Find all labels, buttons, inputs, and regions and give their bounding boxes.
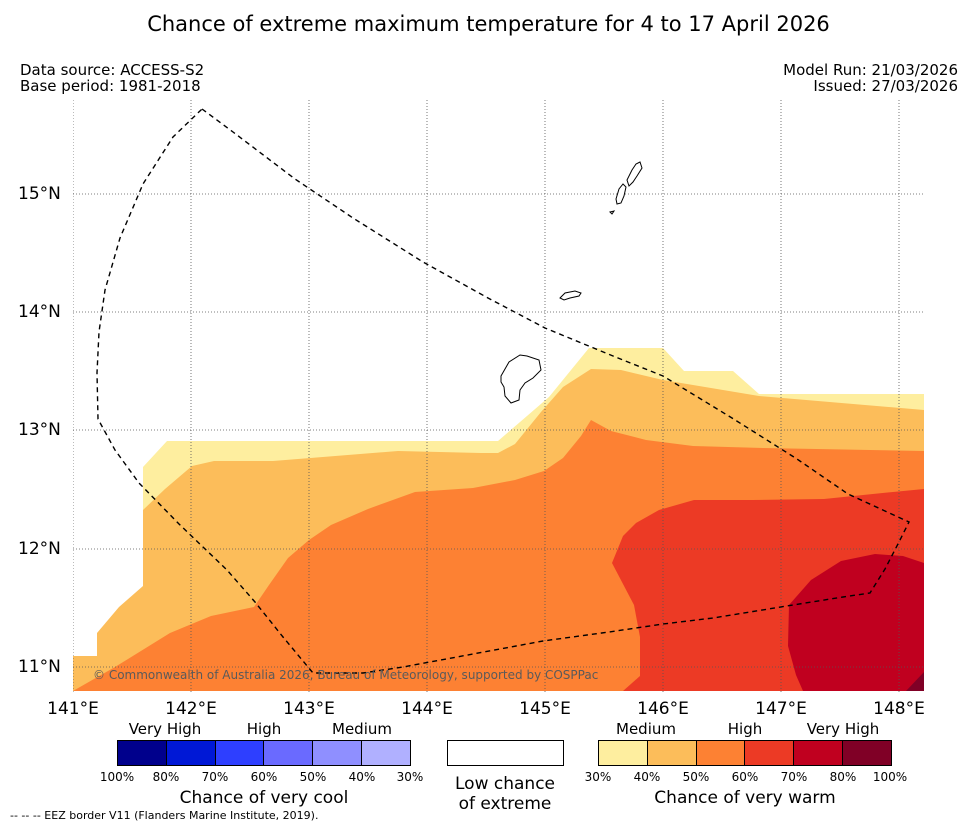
lon-label-144e: 144°E	[401, 699, 453, 719]
metadata-left: Data source: ACCESS-S2 Base period: 1981…	[20, 62, 204, 94]
cool-pct-label: 40%	[348, 770, 376, 784]
warm-pct-label: 40%	[633, 770, 661, 784]
warm-pct-label: 60%	[731, 770, 759, 784]
lon-label-147e: 147°E	[755, 699, 807, 719]
warm-swatch-4	[745, 741, 795, 765]
islands	[500, 161, 643, 404]
warm-swatch-2	[647, 741, 697, 765]
cool-pct-label: 100%	[99, 770, 135, 784]
warm-high-label: High	[727, 720, 763, 738]
warm-pct-label: 100%	[872, 770, 908, 784]
warm-swatch-6	[843, 741, 891, 765]
cool-medium-label: Medium	[332, 720, 392, 738]
lat-label-13n: 13°N	[18, 420, 61, 440]
low-chance-line1: Low chance	[455, 774, 555, 794]
data-source: Data source: ACCESS-S2	[20, 61, 205, 79]
cool-very-high-label: Very High	[128, 720, 202, 738]
base-period: Base period: 1981-2018	[20, 77, 201, 95]
lon-label-142e: 142°E	[165, 699, 217, 719]
island-tinian	[615, 183, 627, 205]
cool-pct-label: 30%	[396, 770, 424, 784]
low-chance-line2: of extreme	[458, 794, 552, 814]
cool-swatch-2	[166, 741, 216, 765]
model-run: Model Run: 21/03/2026	[783, 61, 958, 79]
lat-label-12n: 12°N	[18, 539, 61, 559]
warm-swatch-1	[599, 741, 648, 765]
cool-pct-label: 80%	[152, 770, 180, 784]
copyright-notice: © Commonwealth of Australia 2026, Bureau…	[93, 668, 598, 682]
warm-pct-label: 70%	[780, 770, 808, 784]
metadata-right: Model Run: 21/03/2026 Issued: 27/03/2026	[783, 62, 958, 94]
island-aguijan	[609, 210, 616, 215]
warm-swatch-5	[794, 741, 844, 765]
eez-border	[96, 108, 910, 674]
cool-high-label: High	[246, 720, 282, 738]
warm-color-bar	[598, 740, 892, 766]
cool-swatch-4	[264, 741, 314, 765]
lat-label-11n: 11°N	[18, 657, 61, 677]
lon-label-141e: 141°E	[47, 699, 99, 719]
low-chance-swatch	[447, 740, 564, 766]
warm-pct-label: 50%	[682, 770, 710, 784]
cool-caption: Chance of very cool	[179, 788, 349, 808]
warm-very-high-label: Very High	[806, 720, 880, 738]
lon-label-148e: 148°E	[873, 699, 925, 719]
cool-pct-label: 50%	[299, 770, 327, 784]
gridlines	[73, 100, 924, 692]
cool-swatch-6	[362, 741, 410, 765]
warm-pct-label: 80%	[829, 770, 857, 784]
warm-80-100-zone	[906, 672, 924, 691]
island-guam	[500, 354, 542, 404]
cool-pct-label: 70%	[201, 770, 229, 784]
lon-label-146e: 146°E	[637, 699, 689, 719]
warm-swatch-3	[696, 741, 746, 765]
issued-date: Issued: 27/03/2026	[813, 77, 958, 95]
map-title: Chance of extreme maximum temperature fo…	[147, 12, 830, 36]
cool-pct-label: 60%	[250, 770, 278, 784]
forecast-map: © Commonwealth of Australia 2026, Bureau…	[73, 100, 924, 692]
cool-color-bar	[117, 740, 411, 766]
island-saipan	[626, 161, 643, 187]
low-chance-label: Low chance of extreme	[425, 774, 585, 814]
lon-label-145e: 145°E	[519, 699, 571, 719]
lon-label-143e: 143°E	[283, 699, 335, 719]
lat-label-14n: 14°N	[18, 302, 61, 322]
cool-swatch-3	[215, 741, 265, 765]
lat-label-15n: 15°N	[18, 184, 61, 204]
island-rota	[559, 290, 582, 301]
warm-70-80-zone	[788, 554, 924, 691]
warm-medium-label: Medium	[616, 720, 676, 738]
cool-swatch-5	[313, 741, 363, 765]
eez-footnote: -- -- -- EEZ border V11 (Flanders Marine…	[10, 809, 319, 822]
warm-pct-label: 30%	[584, 770, 612, 784]
warm-caption: Chance of very warm	[654, 788, 836, 808]
cool-swatch-1	[118, 741, 167, 765]
